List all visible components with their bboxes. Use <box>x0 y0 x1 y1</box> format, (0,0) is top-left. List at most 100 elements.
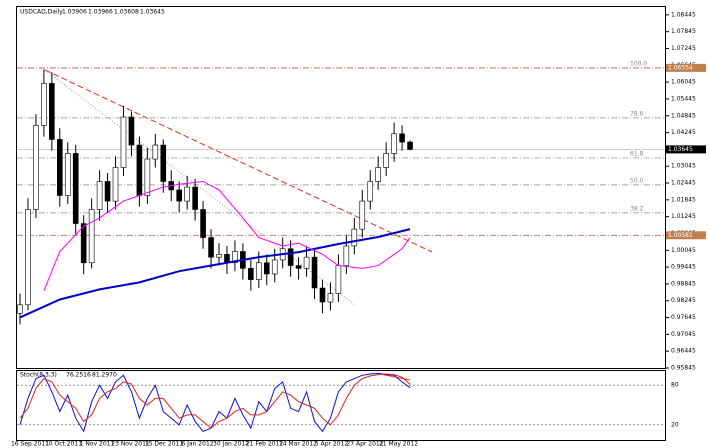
stoch-divergence-line <box>379 373 411 381</box>
stoch-value: 81.2970 <box>92 372 117 379</box>
marker-box <box>666 231 706 240</box>
fib-label: 50.0 <box>630 177 644 184</box>
x-tick-label: 21 May 2012 <box>379 441 418 448</box>
fib-label: 100.0 <box>630 60 647 67</box>
candle-body <box>120 116 127 168</box>
candle-body <box>144 158 151 196</box>
y-tick-label: 0.97045 <box>671 331 696 338</box>
candle-body <box>56 139 63 196</box>
y-tick-label: 1.05445 <box>671 95 696 102</box>
candle-body <box>152 144 159 160</box>
candle-body <box>33 125 39 210</box>
candle-body <box>303 256 310 269</box>
candle-body <box>367 181 374 202</box>
candle-body <box>176 189 182 202</box>
stoch-line <box>19 372 411 433</box>
candle-body <box>295 265 302 269</box>
y-tick-label: 1.04245 <box>671 129 696 136</box>
candle-body <box>407 141 413 150</box>
y-tick-label: 1.00045 <box>671 247 696 254</box>
candle-body <box>80 223 87 264</box>
moving-average <box>43 180 411 291</box>
candle-body <box>184 186 190 202</box>
stoch-line <box>19 373 411 429</box>
current-price-box <box>666 145 706 154</box>
candle-body <box>72 153 79 224</box>
candle-body <box>25 209 31 306</box>
y-tick-label: 1.01845 <box>671 196 696 203</box>
candle-body <box>375 167 382 182</box>
candle-body <box>271 259 278 275</box>
x-tick-label: 14 Mar 2012 <box>279 441 317 448</box>
fib-label: 78.6 <box>630 110 644 117</box>
candle-body <box>287 248 294 266</box>
candle-body <box>327 293 334 303</box>
candle-body <box>136 144 143 196</box>
stoch-frame <box>16 370 666 441</box>
candle-body <box>160 144 167 182</box>
candle-body <box>319 287 326 303</box>
candle-body <box>399 133 405 143</box>
candle-body <box>192 186 198 210</box>
candle-body <box>104 181 111 202</box>
candle-body <box>383 153 389 168</box>
y-tick-label: 1.08445 <box>671 11 696 18</box>
trend-line <box>44 69 433 253</box>
y-tick-label: 0.99445 <box>671 264 696 271</box>
x-tick-label: 6 Jan 2012 <box>181 441 213 448</box>
marker-label: 1.06554 <box>668 64 693 71</box>
x-tick-label: 10 Oct 2011 <box>45 441 82 448</box>
candle-body <box>391 133 397 154</box>
ohlc-value: 1.03906 <box>62 9 87 16</box>
candle-body <box>64 153 71 196</box>
candle-body <box>232 251 238 264</box>
candle-body <box>49 83 55 140</box>
x-tick-label: 21 Feb 2012 <box>246 441 284 448</box>
y-tick-label: 1.04845 <box>671 112 696 119</box>
x-tick-label: 5 Apr 2012 <box>315 441 348 448</box>
candle-body <box>311 256 318 289</box>
candle-body <box>96 181 103 210</box>
x-tick-label: 15 Dec 2011 <box>145 441 184 448</box>
x-tick-label: 23 Nov 2011 <box>111 441 150 448</box>
fib-label: 61.8 <box>630 150 644 157</box>
stoch-tick-label: 80 <box>671 382 679 389</box>
stoch-tick-label: 20 <box>671 421 679 428</box>
y-tick-label: 1.06045 <box>671 79 696 86</box>
stoch-title: Stoch(8,3,3) <box>20 372 57 379</box>
candle-body <box>41 83 47 126</box>
y-tick-label: 0.96445 <box>671 348 696 355</box>
y-tick-label: 0.98845 <box>671 280 696 287</box>
candle-body <box>248 268 254 280</box>
candle-body <box>200 209 206 238</box>
ohlc-value: 1.03608 <box>114 9 139 16</box>
candle-body <box>17 304 23 314</box>
candle-body <box>263 262 270 275</box>
y-tick-label: 0.98245 <box>671 297 696 304</box>
candle-body <box>335 265 342 294</box>
candle-body <box>359 200 366 230</box>
y-tick-label: 1.07845 <box>671 28 696 35</box>
chart-title: USDCAD,Daily <box>20 9 63 16</box>
current-price-label: 1.03645 <box>668 146 693 153</box>
candle-body <box>112 167 119 202</box>
stoch-value: 76.2516 <box>66 372 91 379</box>
candle-body <box>208 237 214 258</box>
candle-body <box>128 116 135 146</box>
fib-label: 38.2 <box>630 205 644 212</box>
moving-average <box>19 228 411 319</box>
y-tick-label: 0.97645 <box>671 314 696 321</box>
x-tick-label: 30 Jan 2012 <box>213 441 249 448</box>
price-frame <box>16 6 666 369</box>
fib-baseline <box>44 69 356 306</box>
y-tick-label: 1.07245 <box>671 45 696 52</box>
x-tick-label: 16 Sep 2011 <box>11 441 49 448</box>
y-tick-label: 0.95845 <box>671 365 696 372</box>
x-tick-label: 27 Apr 2012 <box>346 441 383 448</box>
candle-body <box>255 262 262 280</box>
marker-box <box>666 63 706 72</box>
candle-body <box>343 245 350 266</box>
x-tick-label: 1 Nov 2011 <box>80 441 115 448</box>
